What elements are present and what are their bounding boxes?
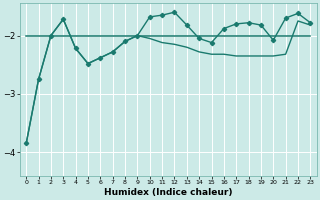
X-axis label: Humidex (Indice chaleur): Humidex (Indice chaleur) bbox=[104, 188, 233, 197]
